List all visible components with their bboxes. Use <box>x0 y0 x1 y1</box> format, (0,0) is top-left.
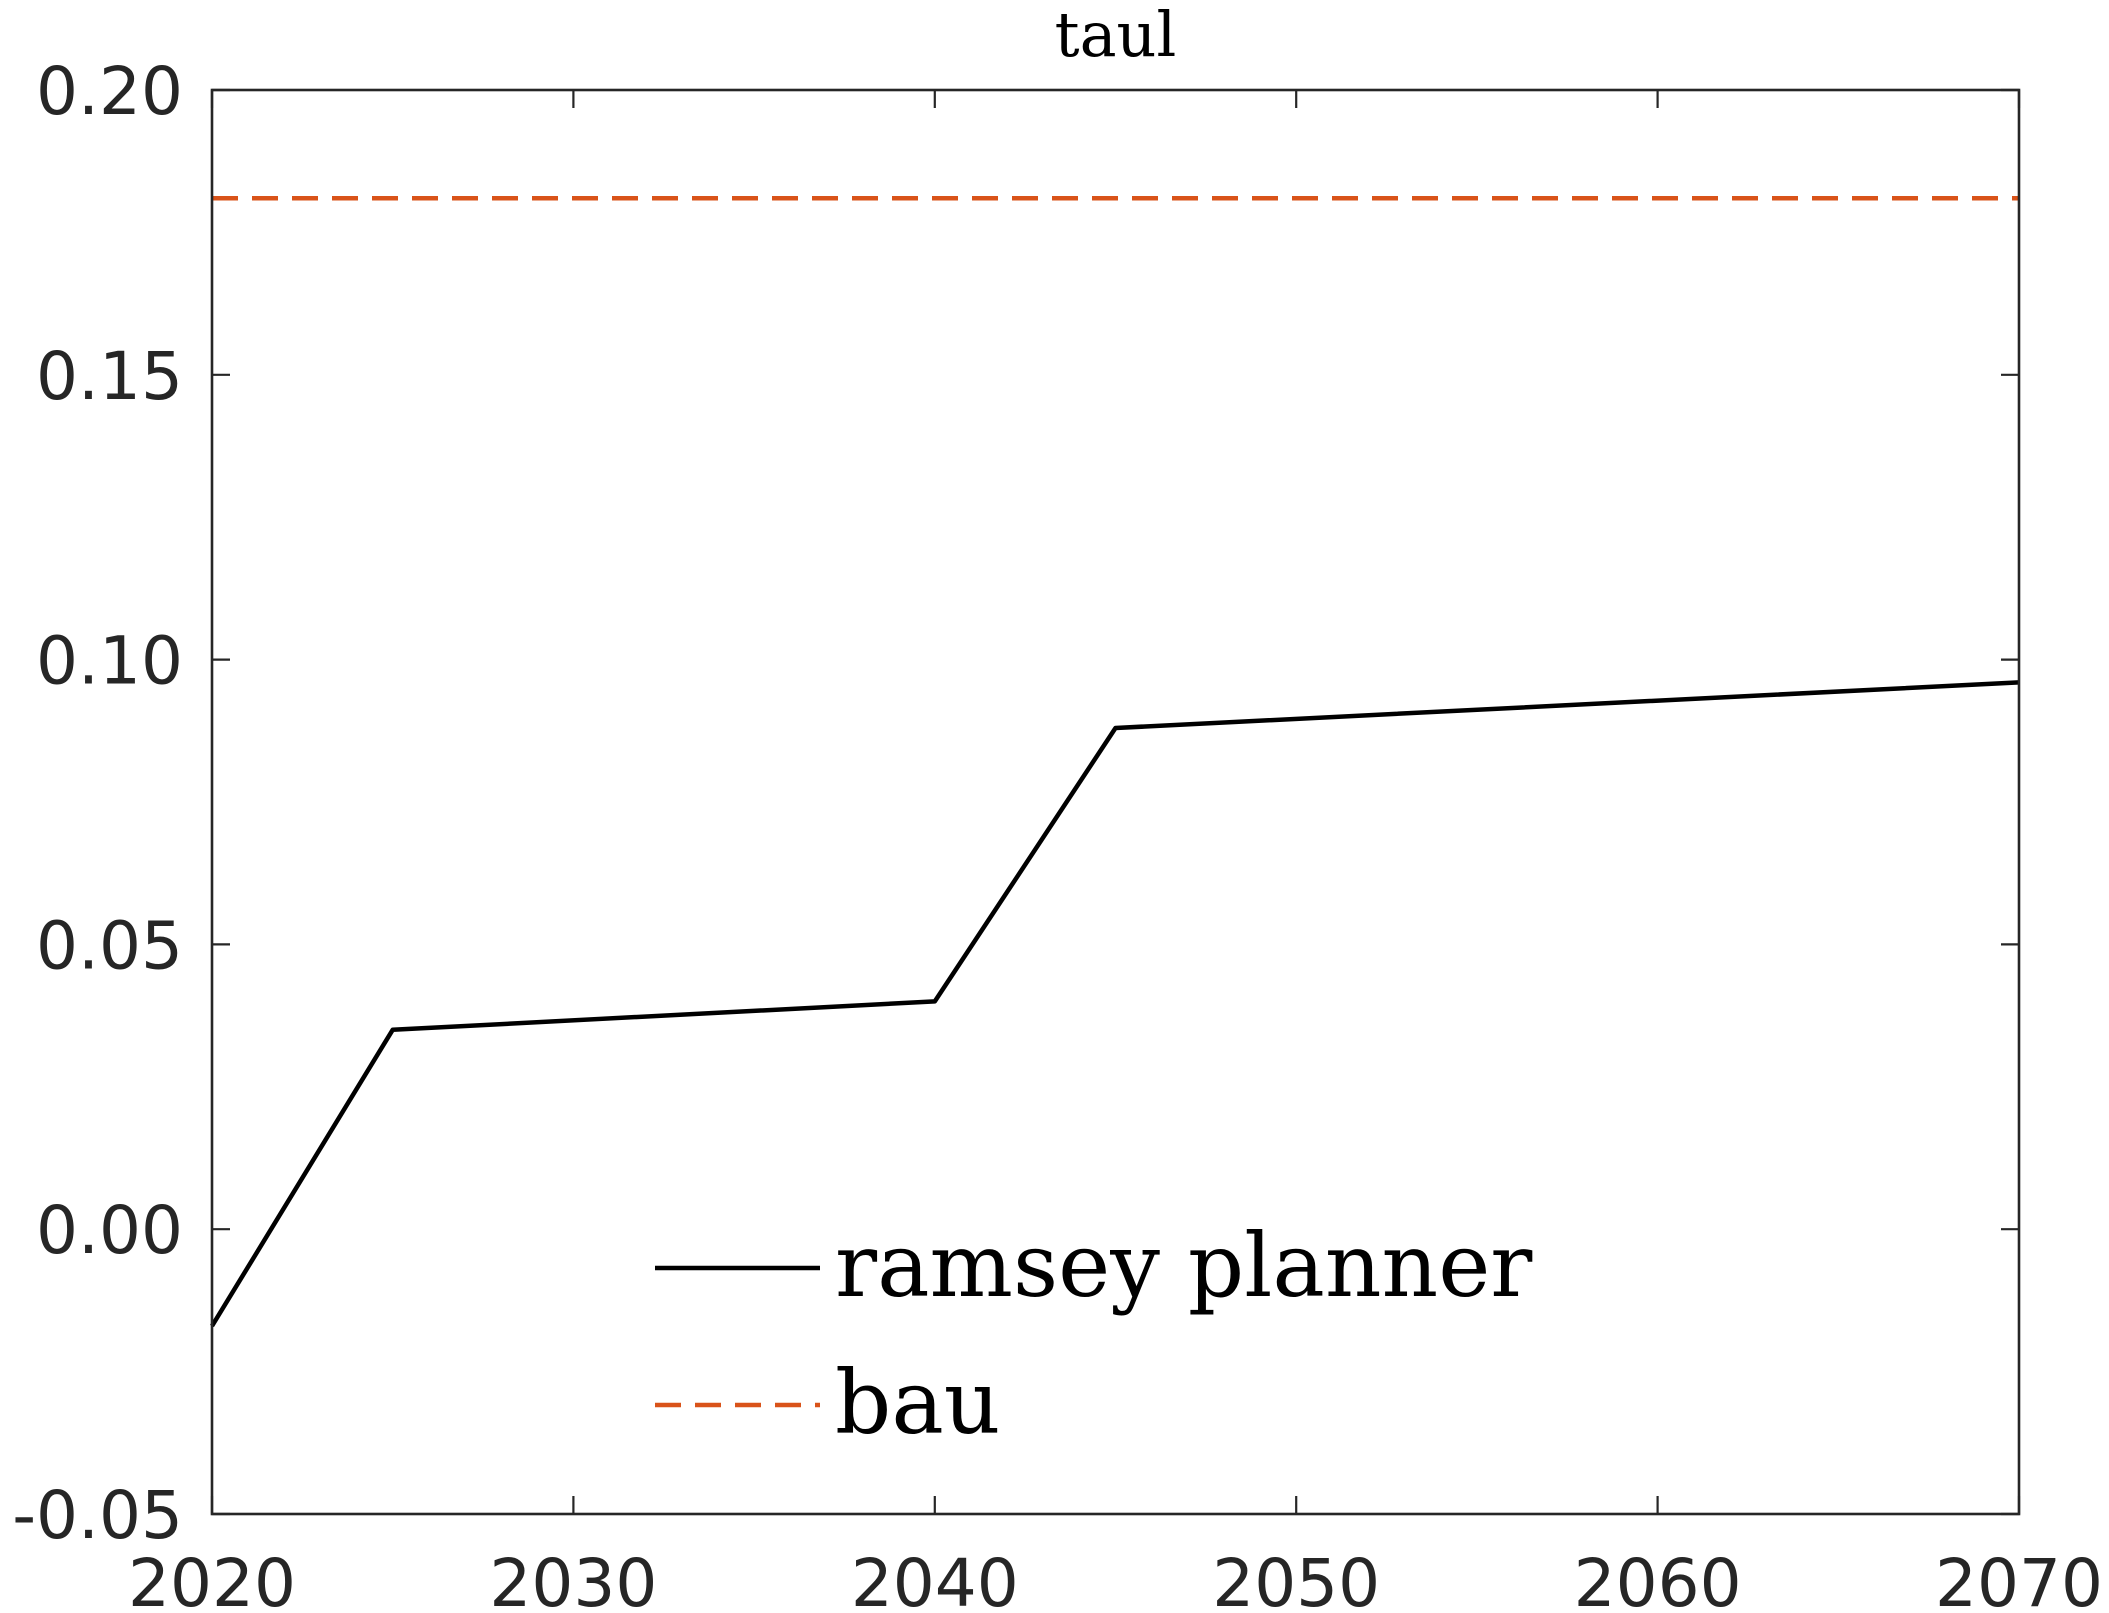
y-tick-label: 0.15 <box>36 338 183 415</box>
y-tick-label: 0.20 <box>36 53 183 130</box>
x-tick-label: 2040 <box>851 1545 1019 1613</box>
axis-ticks: 2020 2030 2040 2050 2060 2070 -0.05 0.00 0.05 0.1… <box>12 53 2103 1613</box>
x-tick-label: 2060 <box>1574 1545 1742 1613</box>
y-tick-label: 0.00 <box>36 1192 183 1269</box>
x-tick-label: 2050 <box>1212 1545 1380 1613</box>
chart-title: taul <box>1055 0 1177 71</box>
legend-label-ramsey-planner: ramsey planner <box>835 1214 1533 1317</box>
x-tick-label: 2070 <box>1935 1545 2103 1613</box>
x-tick-label: 2020 <box>128 1545 296 1613</box>
y-tick-label: 0.05 <box>36 907 183 984</box>
plot-area-frame <box>210 88 2021 1516</box>
x-tick-label: 2030 <box>489 1545 657 1613</box>
y-tick-label: -0.05 <box>12 1477 183 1554</box>
y-tick-label: 0.10 <box>36 623 183 700</box>
legend-label-bau: bau <box>835 1351 1000 1454</box>
plot-series <box>210 195 2020 1328</box>
series-line-ramsey-planner <box>210 680 2020 1328</box>
legend: ramsey planner bau <box>655 1214 1533 1454</box>
